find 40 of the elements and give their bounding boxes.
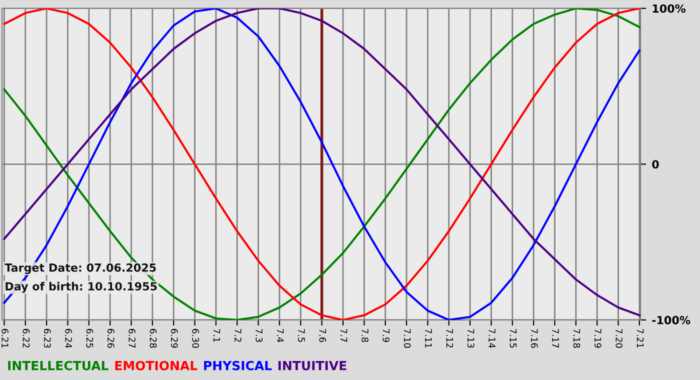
x-tick-label: 7.21 <box>636 329 644 348</box>
x-tick-label: 7.13 <box>467 329 474 348</box>
x-tick-label: 7.4 <box>276 329 284 342</box>
x-tick-label: 6.30 <box>192 328 199 348</box>
x-tick-label: 6.29 <box>170 328 178 348</box>
y-tick-label: -100% <box>652 316 690 324</box>
x-tick-label: 6.27 <box>128 328 136 348</box>
annotation: Target Date: 07.06.2025 <box>4 263 156 274</box>
x-tick-label: 7.17 <box>552 329 559 348</box>
x-tick-label: 7.3 <box>256 329 263 342</box>
x-tick-label: 6.25 <box>86 328 94 348</box>
x-tick-label: 7.2 <box>234 329 242 342</box>
x-tick-label: 6.28 <box>150 328 157 348</box>
x-tick-label: 7.1 <box>213 329 220 342</box>
text: INTELLECTUAL <box>8 360 108 370</box>
x-tick-label: 7.20 <box>616 329 622 348</box>
y-tick-label: 0 <box>652 160 659 169</box>
x-tick-label: 7.12 <box>446 329 454 348</box>
x-tick-label: 7.19 <box>594 329 602 348</box>
x-tick-label: 7.8 <box>362 329 368 342</box>
x-tick-label: 7.7 <box>340 329 348 342</box>
x-tick-label: 7.6 <box>319 329 326 342</box>
x-tick-label: 7.15 <box>510 329 516 348</box>
x-tick-label: 6.26 <box>107 328 114 348</box>
x-tick-label: 6.22 <box>22 328 30 348</box>
x-tick-label: 7.14 <box>488 329 496 348</box>
x-tick-label: 7.5 <box>298 329 305 342</box>
text: PHYSICAL <box>204 360 272 370</box>
text: INTUITIVE <box>278 361 346 370</box>
text: EMOTIONAL <box>115 360 198 370</box>
x-tick-label: 6.24 <box>65 328 72 348</box>
x-tick-label: 7.16 <box>530 329 538 348</box>
x-tick-label: 6.21 <box>2 328 8 348</box>
x-tick-label: 7.18 <box>573 329 580 348</box>
x-tick-label: 7.11 <box>425 329 432 348</box>
x-tick-label: 7.9 <box>382 329 390 342</box>
x-tick-label: 7.10 <box>404 329 411 348</box>
y-tick-label: 100% <box>652 4 686 13</box>
x-tick-label: 6.23 <box>44 328 51 348</box>
annotation: Day of birth: 10.10.1955 <box>6 282 157 293</box>
